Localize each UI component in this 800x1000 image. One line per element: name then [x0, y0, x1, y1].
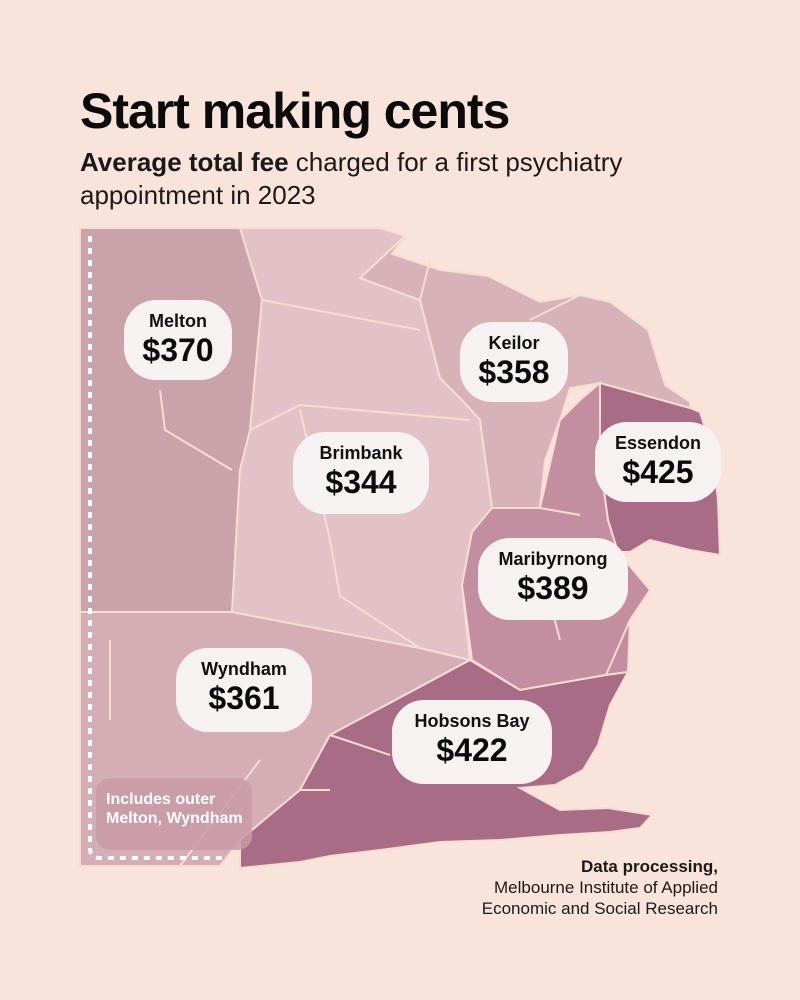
subtitle-rest: charged for a first psychiatry appointme…: [80, 147, 623, 210]
note-text: Includes outer Melton, Wyndham: [106, 791, 243, 827]
outer-boundary-dashed: [88, 236, 222, 860]
region-name: Melton: [149, 311, 207, 331]
region-fee: $425: [622, 454, 694, 490]
region-name: Maribyrnong: [498, 549, 608, 569]
label-keilor: Keilor $358: [460, 322, 568, 402]
region-name: Brimbank: [319, 443, 403, 463]
label-wyndham: Wyndham $361: [176, 648, 312, 732]
credit-line-3: Economic and Social Research: [481, 899, 718, 918]
label-brimbank: Brimbank $344: [293, 432, 429, 514]
label-maribyrnong: Maribyrnong $389: [478, 538, 628, 620]
suburb-boundaries: [109, 259, 631, 867]
region-name: Essendon: [614, 433, 702, 453]
label-hobsons-bay: Hobsons Bay $422: [392, 700, 552, 784]
region-fee: $358: [478, 354, 550, 390]
region-name: Wyndham: [201, 659, 287, 679]
credit-line-2: Melbourne Institute of Applied: [494, 878, 718, 897]
region-fee: $361: [208, 680, 280, 716]
credit-line-1: Data processing,: [581, 857, 718, 876]
page-subtitle: Average total fee charged for a first ps…: [80, 146, 640, 212]
region-name: Hobsons Bay: [414, 711, 530, 731]
label-melton: Melton $370: [124, 300, 232, 380]
label-essendon: Essendon $425: [595, 422, 721, 502]
region-fee: $422: [436, 732, 508, 768]
region-fee: $370: [142, 332, 214, 368]
subtitle-bold: Average total fee: [80, 147, 289, 177]
note-box: [96, 778, 252, 850]
data-credit: Data processing, Melbourne Institute of …: [482, 856, 718, 919]
region-fee: $344: [325, 464, 397, 500]
page-title: Start making cents: [80, 83, 510, 139]
region-name: Keilor: [488, 333, 540, 353]
region-fee: $389: [517, 570, 589, 606]
